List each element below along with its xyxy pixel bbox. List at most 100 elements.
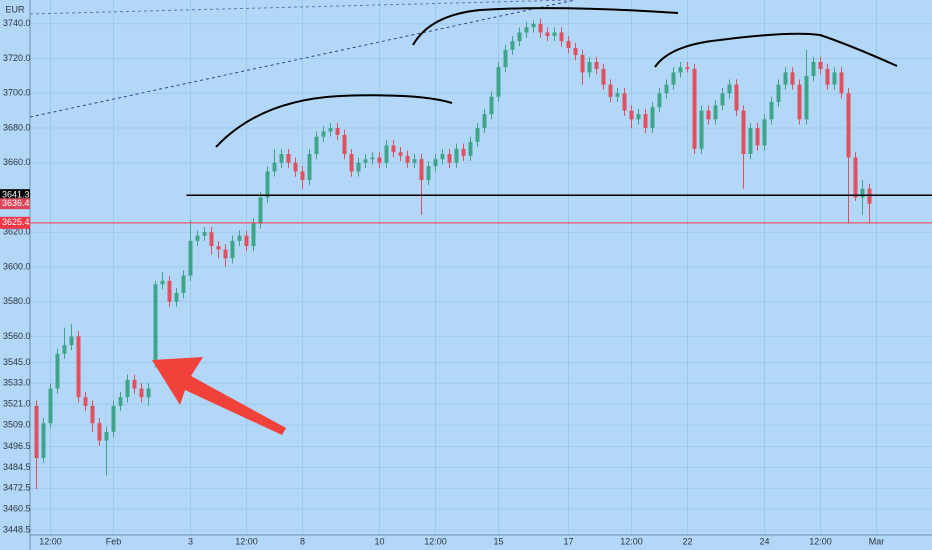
candle-body [727,84,732,94]
hand-arc [215,94,453,148]
x-tick-label: 8 [300,536,305,546]
y-tick-label: 3533.0 [3,378,31,388]
candle-body [559,32,564,42]
candle-body [293,162,298,172]
price-label: 3625.4 [2,217,30,227]
candle-body [811,61,816,76]
candle-body [783,72,788,85]
x-tick-label: 24 [759,536,769,546]
candle-body [160,280,165,285]
candle-body [272,162,277,172]
candle-body [349,154,354,172]
candle-body [615,93,620,97]
candle-body [48,388,53,424]
y-tick-label: 3580.0 [3,296,31,306]
candle-body [482,114,487,128]
y-tick-label: 3700.0 [3,88,31,98]
candle-body [370,157,375,160]
candle-body [76,336,81,398]
candle-body [573,48,578,56]
y-tick-label: 3660.0 [3,157,31,167]
candle-body [580,55,585,73]
candle-body [265,171,270,198]
candle-body [41,423,46,458]
x-tick-label: 12:00 [424,536,447,546]
candle-body [69,336,74,346]
candle-body [258,197,263,224]
candle-body [804,75,809,120]
candle-body [650,107,655,128]
candle-body [517,32,522,42]
candle-body [685,67,690,69]
x-tick-label: Feb [106,536,122,546]
candle-body [447,154,452,163]
currency-label: EUR [5,4,25,14]
candle-body [489,96,494,115]
candle-body [139,388,144,398]
candle-body [629,110,634,120]
candle-body [209,232,214,247]
candle-body [538,23,543,33]
candle-body [167,280,172,302]
candle-body [454,148,459,163]
candle-body [468,141,473,156]
candle-body [363,159,368,163]
candle-body [713,105,718,120]
y-tick-label: 3509.0 [3,419,31,429]
x-tick-label: 12:00 [809,536,832,546]
candle-body [55,353,60,389]
candle-body [188,240,193,276]
candle-body [440,154,445,160]
x-tick-label: 12:00 [235,536,258,546]
y-axis-panel [0,0,30,550]
candle-body [664,84,669,94]
y-tick-label: 3448.5 [3,524,31,534]
candle-body [853,157,858,198]
candle-body [62,345,67,354]
trend-line [29,0,576,118]
candle-body [321,131,326,137]
candle-body [286,154,291,163]
last-price-bg [0,198,30,210]
candle-body [181,275,186,293]
candle-body [762,119,767,146]
candle-body [34,405,39,458]
candle-body [797,84,802,120]
candle-body [818,61,823,69]
candle-body [405,155,410,163]
candle-body [419,159,424,181]
candle-body [314,136,319,155]
candle-body [104,431,109,441]
y-tick-label: 3545.0 [3,357,31,367]
candle-body [174,292,179,302]
candle-body [608,84,613,97]
y-tick-label: 3521.0 [3,398,31,408]
candle-body [496,67,501,97]
y-tick-label: 3560.0 [3,331,31,341]
y-tick-label: 3472.5 [3,483,31,493]
candle-body [230,240,235,259]
x-tick-label: 10 [374,536,384,546]
candle-body [531,23,536,28]
y-tick-label: 3740.0 [3,18,31,28]
candle-body [328,127,333,132]
candle-body [699,110,704,149]
candle-body [195,235,200,241]
candle-body [678,67,683,73]
candle-body [125,379,130,398]
candle-body [643,114,648,128]
candle-body [524,27,529,33]
candle-body [587,61,592,73]
y-tick-label: 3460.5 [3,504,31,514]
candle-body [244,235,249,247]
candle-body [90,405,95,424]
candle-body [510,41,515,50]
candle-body [391,145,396,153]
price-label-bg [0,189,30,202]
candle-body [748,127,753,155]
x-tick-label: 12:00 [620,536,643,546]
candle-body [300,171,305,181]
candle-body [335,127,340,135]
